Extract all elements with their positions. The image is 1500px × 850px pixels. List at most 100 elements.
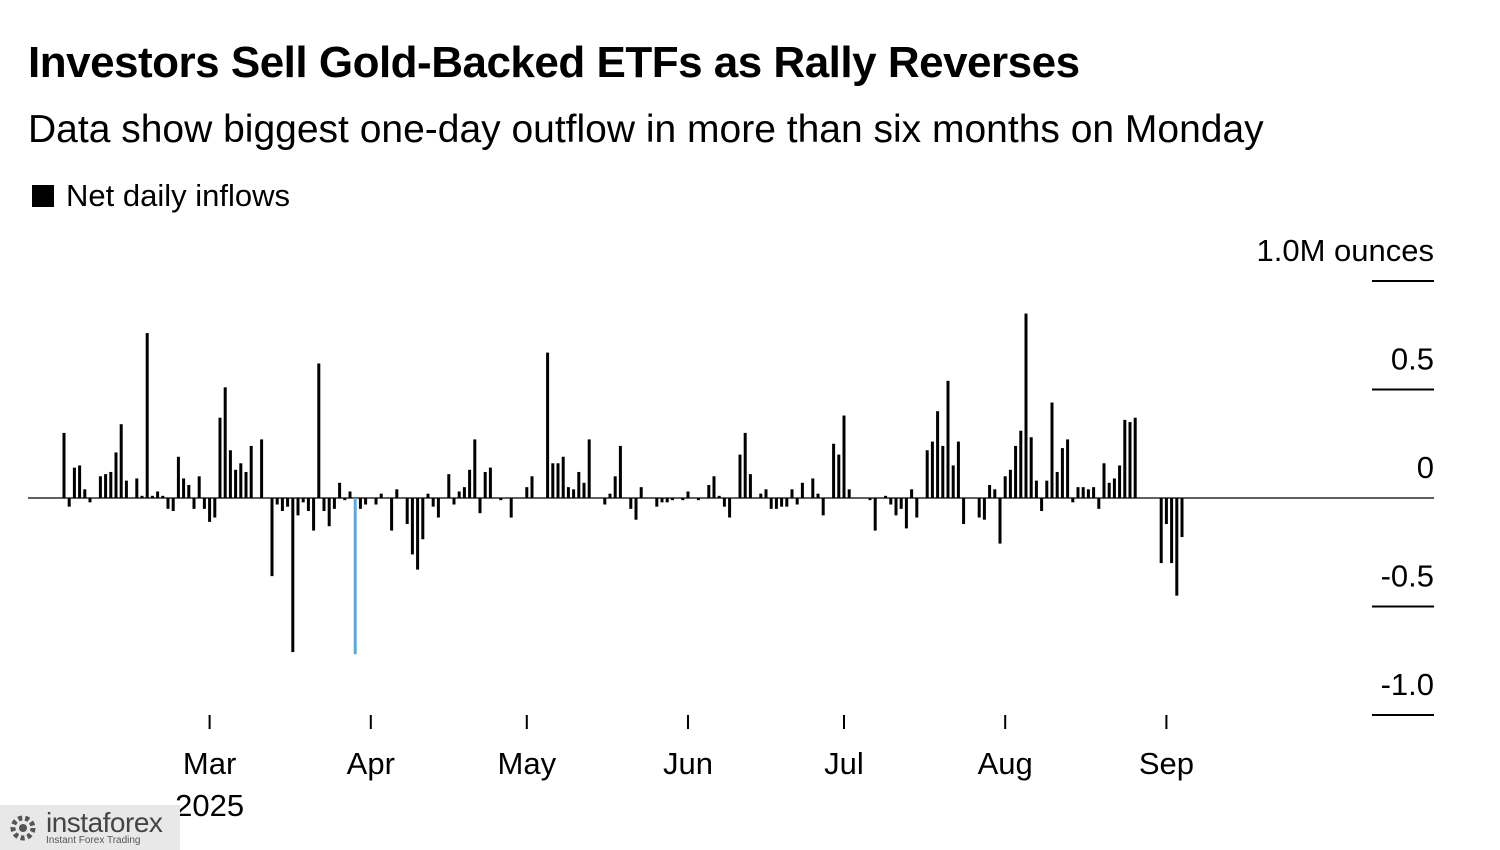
bar: [1102, 463, 1106, 498]
bar: [192, 498, 196, 509]
bar: [743, 432, 747, 498]
bar: [811, 478, 815, 498]
bar: [197, 476, 201, 498]
bar: [1164, 498, 1168, 525]
bar: [1071, 498, 1075, 503]
bar: [988, 484, 992, 498]
bar: [769, 498, 773, 509]
bar: [83, 489, 87, 498]
bar: [832, 443, 836, 498]
bar: [566, 487, 570, 498]
bar: [790, 489, 794, 498]
bar: [816, 493, 820, 498]
bar: [156, 491, 160, 498]
bar: [1050, 402, 1054, 498]
bar: [722, 498, 726, 507]
bar: [447, 474, 451, 498]
bar: [873, 498, 877, 531]
bar: [208, 498, 212, 522]
bar: [800, 482, 804, 498]
bar: [322, 498, 326, 512]
bar: [275, 498, 279, 505]
bar: [1097, 498, 1101, 509]
bar: [946, 380, 950, 498]
bar: [525, 487, 529, 498]
bar: [187, 484, 191, 498]
bar: [249, 445, 253, 498]
bar: [410, 498, 414, 555]
bar: [556, 463, 560, 498]
legend-label: Net daily inflows: [66, 178, 290, 213]
bar: [1112, 478, 1116, 498]
y-tick-label: 0: [1417, 450, 1434, 485]
bar: [332, 498, 336, 509]
bar: [889, 498, 893, 505]
bar: [338, 482, 342, 498]
x-tick-label: Apr: [347, 746, 395, 781]
bar: [182, 478, 186, 498]
bar: [670, 498, 674, 501]
bar: [426, 493, 430, 498]
bar: [291, 498, 295, 653]
bar: [140, 495, 144, 498]
bar: [603, 498, 607, 505]
bar: [993, 489, 997, 498]
bar: [499, 498, 503, 501]
bar: [296, 498, 300, 516]
bar: [509, 498, 513, 518]
bar: [1133, 417, 1137, 498]
bar: [712, 476, 716, 498]
bar: [738, 454, 742, 498]
bar: [145, 333, 149, 498]
bar: [1076, 487, 1080, 498]
bar: [956, 441, 960, 498]
bar: [696, 498, 700, 501]
bar: [1040, 498, 1044, 512]
bar: [764, 489, 768, 498]
chart-title: Investors Sell Gold-Backed ETFs as Rally…: [28, 38, 1080, 87]
bar: [353, 498, 357, 655]
bar: [1159, 498, 1163, 564]
bar: [572, 489, 576, 498]
bar: [728, 498, 732, 518]
chart-subtitle: Data show biggest one-day outflow in mor…: [28, 108, 1264, 151]
bar: [98, 476, 102, 498]
bar: [244, 471, 248, 498]
bar: [561, 456, 565, 498]
bar: [213, 498, 217, 518]
bar: [395, 489, 399, 498]
bar: [681, 498, 685, 501]
bar: [707, 484, 711, 498]
x-tick-label: May: [498, 746, 557, 781]
bar: [717, 495, 721, 498]
bar: [473, 439, 477, 498]
bar: [228, 450, 232, 498]
bar: [748, 474, 752, 498]
bar: [774, 498, 778, 509]
bar: [821, 498, 825, 516]
bar: [1118, 465, 1122, 498]
bar: [1081, 487, 1085, 498]
legend-swatch: [32, 185, 54, 207]
bar: [312, 498, 316, 531]
bar: [686, 491, 690, 498]
bar: [1055, 471, 1059, 498]
bar: [951, 465, 955, 498]
bar: [759, 493, 763, 498]
bar: [1034, 480, 1038, 498]
bar: [837, 454, 841, 498]
bar: [551, 463, 555, 498]
bar: [930, 441, 934, 498]
bar: [904, 498, 908, 529]
bar: [1003, 476, 1007, 498]
bar: [1014, 445, 1018, 498]
bar: [1123, 419, 1127, 498]
bar: [280, 498, 284, 512]
bar: [795, 498, 799, 505]
bar: [1029, 437, 1033, 498]
bar: [348, 491, 352, 498]
bar: [1060, 448, 1064, 498]
bar: [374, 498, 378, 505]
y-tick-label: 1.0M ounces: [1257, 233, 1435, 268]
bar: [780, 498, 784, 507]
